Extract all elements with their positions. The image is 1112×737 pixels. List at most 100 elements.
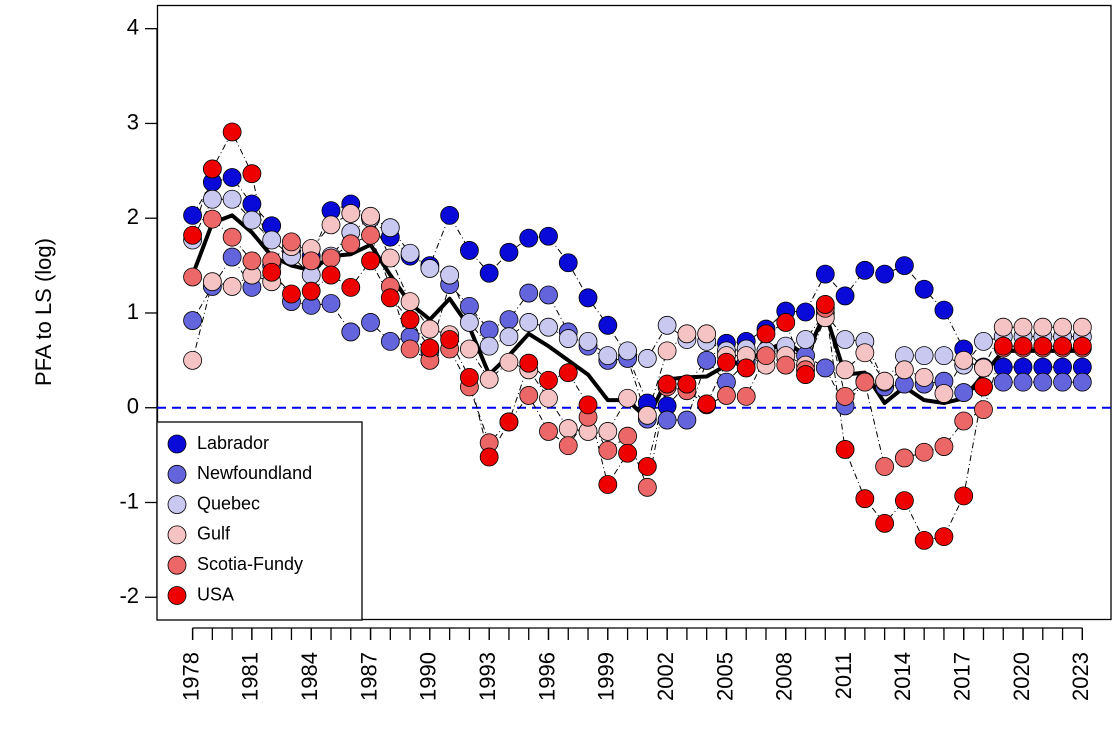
point — [835, 286, 855, 306]
point — [539, 422, 558, 441]
point — [499, 327, 519, 347]
legend-marker — [167, 586, 187, 605]
point — [855, 372, 875, 392]
point — [1053, 336, 1072, 356]
point — [875, 371, 895, 391]
legend-label: Quebec — [197, 493, 260, 513]
point — [914, 346, 934, 366]
point — [934, 384, 954, 403]
legend-marker — [167, 555, 187, 575]
x-tick-label: 2014 — [890, 652, 915, 701]
point — [400, 292, 420, 312]
point — [815, 264, 835, 284]
point — [618, 426, 637, 446]
point — [1033, 317, 1053, 337]
legend: Labrador Newfoundland Quebec Gulf Scotia-Fun… — [156, 421, 363, 621]
point — [341, 277, 361, 297]
point — [578, 288, 598, 308]
point — [400, 243, 420, 263]
point — [835, 360, 855, 380]
point — [1033, 372, 1053, 392]
point — [835, 440, 855, 459]
x-tick-label: 2023 — [1068, 652, 1093, 701]
y-tick-label: 0 — [127, 394, 139, 419]
y-tick-label: 2 — [127, 204, 139, 229]
point — [499, 310, 519, 330]
point — [637, 457, 657, 476]
point — [282, 284, 301, 304]
point — [677, 410, 697, 430]
point — [222, 227, 242, 247]
point — [499, 242, 519, 262]
point — [954, 383, 974, 402]
point — [460, 368, 479, 387]
point — [894, 448, 914, 468]
x-tick-label: 2008 — [772, 652, 797, 701]
point — [657, 315, 677, 335]
point — [519, 228, 539, 248]
legend-label: Newfoundland — [197, 463, 312, 483]
x-tick-label: 1990 — [416, 652, 441, 701]
legend-marker — [167, 464, 187, 484]
point — [479, 320, 499, 340]
point — [934, 527, 954, 547]
point — [183, 267, 202, 287]
point — [598, 475, 618, 494]
point — [974, 332, 993, 351]
point — [914, 279, 934, 299]
legend-label: USA — [197, 584, 234, 604]
point — [558, 436, 578, 456]
y-tick-label: 4 — [127, 15, 139, 40]
point — [519, 353, 539, 373]
point — [341, 322, 361, 342]
point — [1013, 336, 1033, 356]
point — [736, 386, 756, 406]
point — [855, 260, 875, 280]
point — [558, 253, 578, 273]
point — [815, 295, 835, 314]
point — [222, 189, 242, 209]
point — [954, 486, 974, 506]
point — [479, 263, 499, 283]
legend-label: Gulf — [197, 524, 231, 544]
point — [855, 489, 875, 509]
legend-box — [156, 421, 363, 621]
point — [440, 265, 460, 285]
x-tick-label: 2005 — [712, 652, 737, 701]
point — [479, 369, 499, 389]
point — [974, 377, 993, 397]
point — [1013, 372, 1033, 392]
point — [1072, 317, 1092, 337]
point — [776, 313, 796, 332]
legend-marker — [167, 434, 187, 454]
point — [736, 358, 756, 378]
point — [894, 360, 914, 380]
point — [815, 358, 835, 378]
point — [400, 339, 420, 359]
point — [183, 225, 202, 245]
y-tick-label: -2 — [119, 583, 139, 608]
point — [202, 159, 222, 179]
point — [341, 204, 361, 223]
point — [875, 457, 895, 476]
point — [202, 209, 222, 229]
point — [539, 285, 558, 305]
point — [460, 296, 479, 316]
point — [321, 265, 341, 285]
point — [637, 405, 657, 425]
point — [242, 194, 262, 214]
point — [598, 346, 618, 366]
x-tick-label: 1999 — [594, 652, 619, 701]
point — [202, 189, 222, 209]
point — [934, 437, 954, 456]
series-connector — [192, 130, 1083, 541]
point — [1053, 372, 1072, 392]
legend-marker — [167, 525, 187, 545]
point — [420, 319, 440, 339]
point — [361, 313, 380, 332]
point — [519, 283, 539, 303]
point — [202, 272, 222, 292]
point — [321, 215, 341, 235]
point — [578, 332, 598, 351]
x-tick-label: 2002 — [653, 652, 678, 701]
